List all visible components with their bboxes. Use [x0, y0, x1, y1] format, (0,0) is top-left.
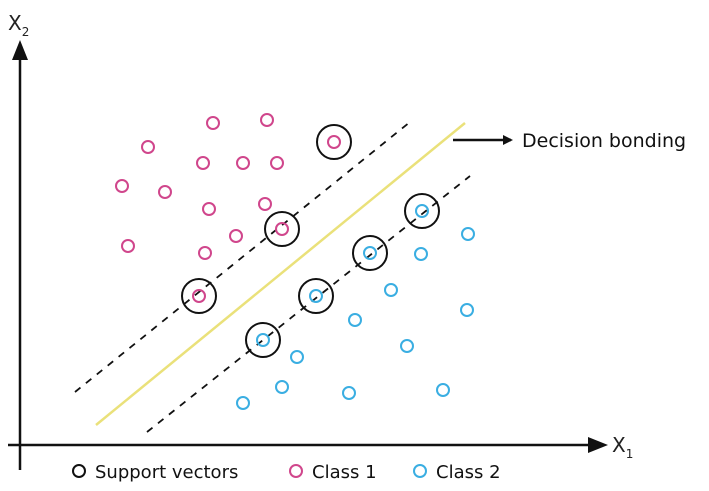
class2-point [414, 247, 428, 261]
legend-class1-label: Class 1 [312, 462, 377, 483]
support-vector-ring [316, 124, 352, 160]
legend-class2-label: Class 2 [436, 462, 501, 483]
legend-support-icon [72, 464, 86, 478]
y-axis-label: X2 [8, 11, 29, 39]
x-axis-label: X1 [612, 433, 633, 461]
class1-points [115, 113, 341, 303]
decision-boundary-label: Decision bonding [522, 130, 686, 152]
class2-point [348, 313, 362, 327]
support-vector-ring [404, 193, 440, 229]
legend-support-label: Support vectors [95, 462, 238, 483]
class1-point [158, 185, 172, 199]
class2-point [460, 303, 474, 317]
support-vector-ring [264, 211, 300, 247]
class1-point [236, 156, 250, 170]
class2-point [342, 386, 356, 400]
class2-point [415, 204, 429, 218]
decision-boundary-line [95, 122, 466, 426]
class1-point [121, 239, 135, 253]
class1-point [327, 135, 341, 149]
y-axis-arrow-icon [12, 40, 28, 60]
class1-point [275, 222, 289, 236]
lower-margin-line [146, 175, 471, 433]
class2-point [461, 227, 475, 241]
class1-point [260, 113, 274, 127]
class2-points [236, 204, 475, 410]
class1-point [115, 179, 129, 193]
support-vector-ring [352, 235, 388, 271]
class2-point [236, 396, 250, 410]
x-axis-arrow-icon [588, 437, 608, 453]
class2-point [436, 383, 450, 397]
class1-point [192, 289, 206, 303]
support-vector-rings [181, 124, 440, 358]
class2-point [290, 350, 304, 364]
class2-point [309, 289, 323, 303]
class1-point [270, 156, 284, 170]
class1-point [198, 246, 212, 260]
class1-point [141, 140, 155, 154]
class1-point [258, 197, 272, 211]
upper-margin-line [74, 121, 411, 393]
legend: Support vectors Class 1 Class 2 [72, 462, 501, 483]
support-vector-ring [298, 278, 334, 314]
class1-point [196, 156, 210, 170]
class2-point [275, 380, 289, 394]
class1-point [229, 229, 243, 243]
legend-class1-icon [289, 464, 303, 478]
class2-point [363, 246, 377, 260]
class2-point [256, 333, 270, 347]
class1-point [206, 116, 220, 130]
support-vector-ring [181, 278, 217, 314]
class2-point [400, 339, 414, 353]
class1-point [202, 202, 216, 216]
class2-point [384, 283, 398, 297]
support-vector-ring [245, 322, 281, 358]
legend-class2-icon [413, 464, 427, 478]
